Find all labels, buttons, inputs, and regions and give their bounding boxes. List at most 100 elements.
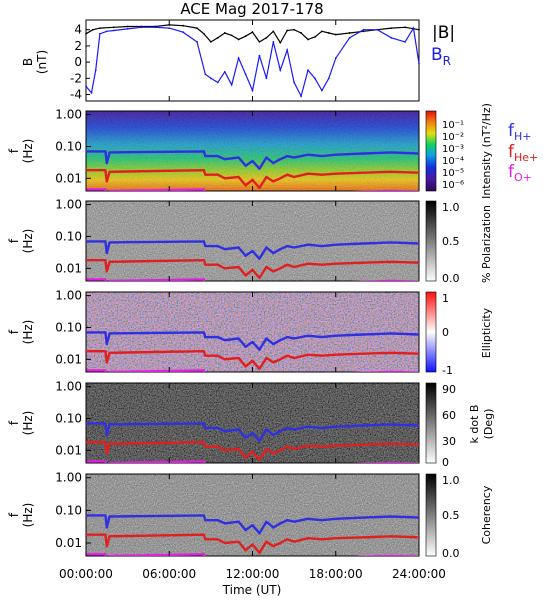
kdotb-point-fh bbox=[223, 430, 226, 433]
intensity-point-fhe bbox=[286, 173, 289, 176]
intensity-point-fo bbox=[204, 193, 206, 195]
kdotb-point-fhe bbox=[237, 447, 240, 451]
point-br bbox=[348, 36, 351, 39]
point-mag bbox=[223, 32, 226, 34]
coherency-point-fhe bbox=[86, 533, 88, 536]
ellipticity-point-fhe bbox=[258, 367, 261, 371]
polarization-point-fh bbox=[108, 241, 111, 244]
polarization-curves bbox=[86, 240, 419, 285]
coherency-point-fhe bbox=[362, 536, 365, 539]
ellipticity-point-fo bbox=[204, 374, 206, 376]
kdotb-point-fhe bbox=[320, 445, 323, 448]
coherency-point-fh bbox=[272, 526, 275, 529]
intensity-point-fhe bbox=[272, 180, 275, 183]
intensity-point-fh bbox=[265, 156, 268, 159]
kdotb-cb-label: k dot B bbox=[468, 405, 481, 444]
point-mag bbox=[314, 36, 316, 38]
kdotb-point-fhe bbox=[258, 458, 261, 462]
point-br bbox=[94, 69, 97, 72]
intensity-point-fo bbox=[265, 195, 267, 197]
point-mag bbox=[320, 30, 323, 33]
ellipticity-point-fo bbox=[362, 371, 365, 372]
ellipticity-point-fhe bbox=[251, 359, 254, 362]
polarization-point-fo bbox=[286, 283, 288, 285]
kdotb-ytick-label: 0.10 bbox=[55, 411, 82, 425]
intensity-point-fh bbox=[108, 151, 111, 154]
ellipticity-cb-label: Ellipticity bbox=[480, 307, 493, 358]
point-br bbox=[412, 27, 415, 29]
kdotb-point-fhe bbox=[334, 444, 337, 447]
point-br bbox=[244, 73, 247, 76]
kdotb-point-fh bbox=[104, 422, 107, 425]
polarization-ytick-label: 1.00 bbox=[55, 198, 82, 212]
polarization-point-fh bbox=[390, 241, 393, 244]
ellipticity-point-fo bbox=[265, 376, 267, 378]
coherency-point-fhe bbox=[104, 533, 107, 536]
kdotb-point-fh bbox=[202, 422, 206, 425]
ellipticity-point-fhe bbox=[417, 352, 419, 355]
coherency-point-fhe bbox=[251, 543, 254, 546]
point-br bbox=[279, 69, 282, 72]
intensity-cb-tick-5: 10⁻⁶ bbox=[442, 180, 464, 191]
point-br bbox=[404, 40, 407, 43]
coherency-point-fh bbox=[251, 524, 254, 527]
coherency-point-fh bbox=[265, 520, 268, 523]
ellipticity-curves bbox=[86, 331, 419, 378]
ellipticity-point-fhe bbox=[362, 352, 365, 355]
point-br bbox=[251, 89, 254, 92]
b-ylabel: B bbox=[21, 58, 35, 66]
intensity-point-fh bbox=[237, 156, 240, 159]
ellipticity-point-fhe bbox=[293, 356, 296, 360]
polarization-point-fhe bbox=[334, 262, 337, 265]
kdotb-point-fhe bbox=[279, 449, 282, 452]
kdotb-point-fh bbox=[86, 422, 88, 425]
intensity-point-fo bbox=[224, 196, 226, 198]
intensity-point-fh bbox=[86, 150, 88, 153]
ellipticity-point-fh bbox=[105, 343, 108, 346]
coherency-ytick-label: 0.10 bbox=[55, 503, 82, 517]
x-tick-label: 24:00:00 bbox=[392, 567, 446, 581]
kdotb-point-fhe bbox=[306, 444, 310, 447]
x-tick-label: 12:00:00 bbox=[226, 567, 280, 581]
ellipticity-point-fh bbox=[108, 332, 111, 335]
point-mag bbox=[286, 29, 289, 32]
ellipticity-point-fhe bbox=[223, 358, 226, 361]
intensity-ylabel-unit: (Hz) bbox=[21, 139, 35, 164]
polarization-point-fh bbox=[279, 248, 282, 251]
polarization-point-fh bbox=[258, 257, 261, 260]
polarization-ytick-label: 0.01 bbox=[55, 261, 82, 275]
kdotb-point-fh bbox=[286, 426, 289, 430]
intensity-point-fh bbox=[204, 154, 207, 158]
intensity-point-fh bbox=[390, 151, 393, 154]
intensity-point-fo bbox=[238, 195, 240, 197]
polarization-point-fhe bbox=[293, 265, 296, 269]
intensity-cb-label: Intensity (nT²/Hz) bbox=[480, 103, 493, 199]
polarization-point-fhe bbox=[108, 260, 111, 263]
kdotb-point-fo bbox=[335, 464, 337, 466]
ellipticity-ylabel: f bbox=[7, 329, 21, 334]
coherency-point-fhe bbox=[105, 545, 108, 548]
kdotb-point-fhe bbox=[417, 443, 419, 446]
polarization-ytick-label: 0.10 bbox=[55, 229, 82, 243]
coherency-point-fo bbox=[362, 555, 365, 556]
coherency-cb-tick-0: 1.0 bbox=[442, 474, 460, 487]
kdotb-point-fo bbox=[204, 465, 206, 467]
point-br bbox=[216, 81, 219, 84]
coherency-point-fhe bbox=[244, 549, 247, 552]
ellipticity-point-fh bbox=[362, 333, 365, 336]
coherency-point-fo bbox=[265, 560, 267, 562]
x-tick-label: 18:00:00 bbox=[309, 567, 363, 581]
ellipticity-point-fh bbox=[202, 331, 206, 334]
kdotb-point-fhe bbox=[272, 452, 275, 455]
ellipticity-point-fh bbox=[237, 337, 240, 340]
coherency-point-fo bbox=[202, 553, 206, 556]
kdotb-point-fhe bbox=[244, 456, 247, 459]
ellipticity-point-fh bbox=[279, 339, 282, 342]
kdotb-point-fo bbox=[286, 465, 288, 467]
kdotb-point-fh bbox=[293, 428, 296, 431]
ellipticity-ytick-label: 0.10 bbox=[55, 320, 82, 334]
intensity-point-fhe bbox=[104, 169, 107, 172]
point-mag bbox=[362, 30, 365, 33]
coherency-point-fh bbox=[286, 519, 289, 522]
intensity-cb-tick-1: 10⁻² bbox=[442, 132, 464, 143]
